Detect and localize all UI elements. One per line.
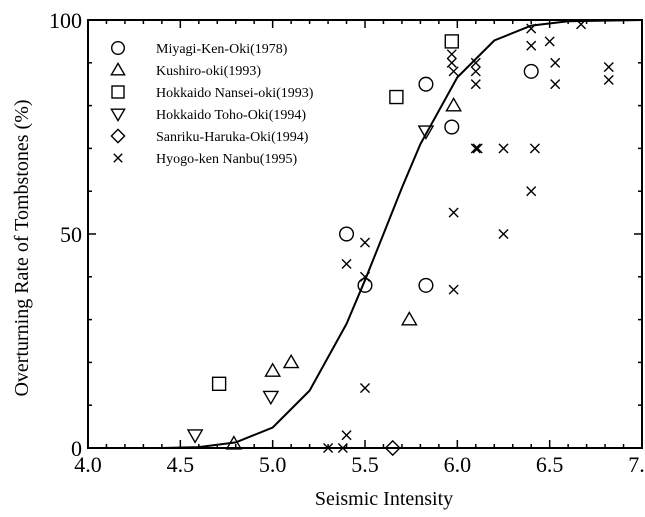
legend-marker [110,128,126,144]
data-point [526,23,537,34]
data-point [603,74,614,85]
data-point [470,57,481,68]
data-point [470,143,481,154]
data-point [526,186,537,197]
data-point [444,119,460,135]
data-point [339,226,355,242]
data-point [359,237,371,248]
data-point [544,36,555,47]
data-point [448,284,459,295]
data-point [550,57,561,68]
data-points-layer [186,19,614,457]
data-point [445,97,463,112]
data-point [603,62,614,73]
fit-curve [161,19,643,449]
data-point [470,66,481,77]
data-point [470,79,481,90]
data-point [359,271,371,282]
data-point [526,40,537,51]
data-point [389,89,404,105]
data-point [444,34,459,49]
x-axis-label: Seismic Intensity [315,488,453,510]
x-tick-label: 4.0 [74,452,102,477]
data-point [472,143,483,154]
data-point [498,143,509,154]
legend-label: Kushiro-oki(1993) [156,64,261,79]
legend: Miyagi-Ken-Oki(1978) Kushiro-oki(1993) Hok… [110,41,314,167]
plot-frame [87,19,643,449]
legend-marker [113,153,123,163]
data-point [523,63,539,79]
y-tick-label: 50 [60,222,82,247]
legend-marker [110,62,126,76]
data-point [264,362,282,377]
x-tick-label: 4.5 [167,452,195,477]
data-point [341,430,352,441]
data-point [186,429,204,444]
x-tick-label: 5.5 [351,452,379,477]
x-tick-label: 6.0 [444,452,472,477]
x-tick-label: 6.5 [536,452,564,477]
legend-marker [110,41,125,56]
fit-curve-layer [161,19,643,449]
data-point [417,125,435,140]
data-point [448,66,459,77]
data-point [400,311,418,326]
data-point [529,143,540,154]
data-point [341,258,352,270]
data-point [446,49,457,60]
data-point [498,228,509,240]
data-point [446,57,457,68]
data-point [225,435,243,450]
legend-label: Hyogo-ken Nanbu(1995) [156,152,297,167]
legend-marker [111,85,125,99]
data-point [384,439,401,457]
data-point [448,207,459,218]
x-tick-label: 5.0 [259,452,287,477]
data-point [418,277,434,293]
y-tick-label: 100 [49,8,82,33]
y-tick-label: 0 [71,436,82,461]
data-point [359,383,371,394]
data-point [576,19,587,30]
y-axis-label: Overturning Rate of Tombstones (%) [11,99,33,396]
data-point [418,76,434,92]
data-point [262,390,280,406]
data-point [323,442,334,454]
data-point [337,442,348,454]
legend-label: Sanriku-Haruka-Oki(1994) [156,130,309,145]
data-point [357,277,373,293]
data-point [550,79,561,90]
data-point [211,376,227,391]
legend-label: Hokkaido Nansei-oki(1993) [156,86,314,101]
data-point [282,353,300,369]
x-tick-label: 7.0 [628,452,645,477]
legend-label: Miyagi-Ken-Oki(1978) [156,42,288,57]
legend-label: Hokkaido Toho-Oki(1994) [156,108,306,123]
axis-ticks: 4.0 4.5 5.0 5.5 6.0 6.5 7.0 0 50 100 [49,8,645,477]
legend-marker [110,108,126,122]
plot-area-border [87,19,643,449]
